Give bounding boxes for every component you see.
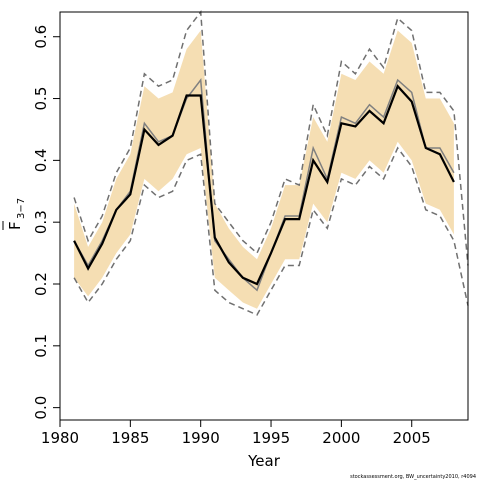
x-tick-label: 1985 [111, 429, 149, 447]
x-tick-label: 2005 [393, 429, 431, 447]
x-axis-title: Year [247, 452, 281, 470]
x-tick-label: 2000 [322, 429, 360, 447]
lower-bound-dashed-line [73, 146, 469, 316]
credit-footer: stockassessment.org, BW_uncertainty2010,… [350, 474, 476, 480]
confidence-band-area [74, 30, 454, 309]
y-axis-title: F 3−7 [2, 198, 27, 230]
upper-bound-dashed-line [73, 9, 469, 266]
plot-frame [59, 11, 469, 421]
x-tick-label: 1990 [182, 429, 220, 447]
y-tick-label: 0.2 [32, 272, 50, 296]
median-line [73, 84, 455, 286]
y-axis: 0.0 0.1 0.2 0.3 0.4 0.5 0.6 [32, 25, 60, 420]
y-axis-title-main: F [6, 221, 24, 230]
y-axis-title-subscript: 3−7 [16, 198, 27, 219]
y-tick-label: 0.0 [32, 396, 50, 420]
y-tick-label: 0.4 [32, 148, 50, 172]
y-tick-label: 0.6 [32, 25, 50, 49]
y-tick-label: 0.1 [32, 334, 50, 358]
y-tick-label: 0.5 [32, 87, 50, 111]
x-tick-label: 1980 [41, 429, 79, 447]
y-tick-label: 0.3 [32, 210, 50, 234]
x-tick-label: 1995 [252, 429, 290, 447]
x-axis: 1980 1985 1990 1995 2000 2005 [41, 420, 431, 447]
